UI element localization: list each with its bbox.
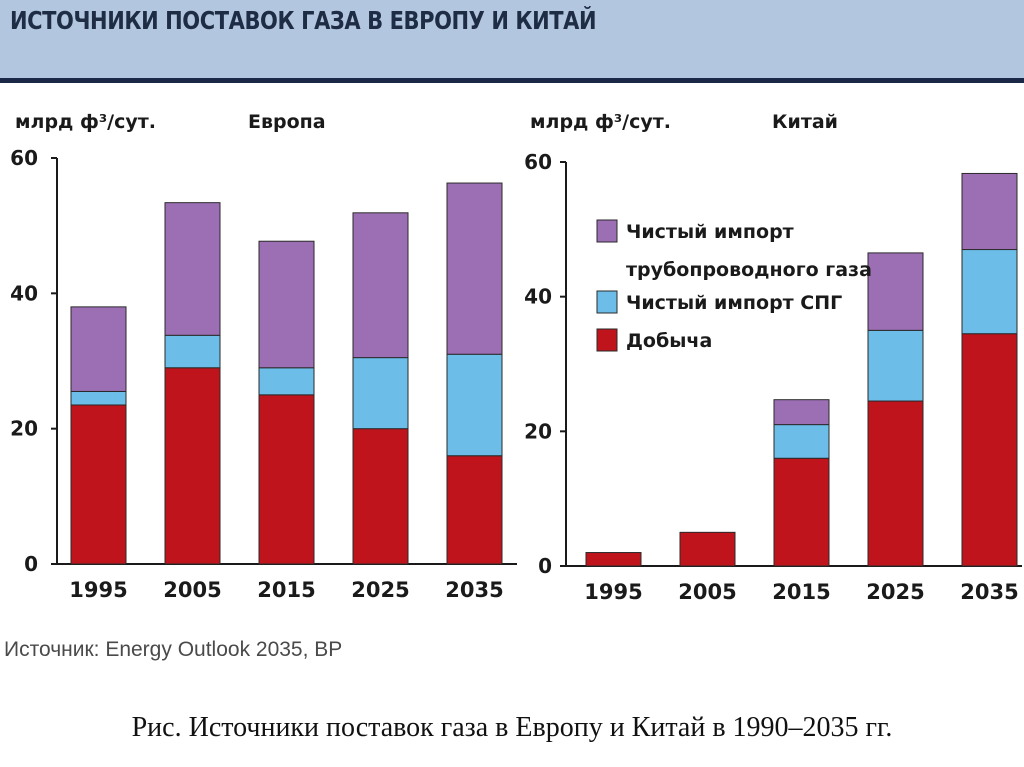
bar-segment-production [867, 400, 924, 567]
bar-segment-lng [70, 390, 127, 406]
bar-segment-lng [164, 334, 221, 369]
bar-segment-pipeline [164, 202, 221, 336]
y-tick-label: 60 [524, 150, 552, 174]
chart-legend: Чистый импорт трубопроводного газа Чистый … [596, 219, 872, 352]
legend-label-pipeline: трубопроводного газа [626, 259, 872, 281]
bar-segment-pipeline [258, 240, 315, 369]
legend-swatch-production [596, 328, 618, 352]
y-tick-label: 40 [10, 281, 38, 305]
legend-label-production: Добыча [626, 330, 712, 352]
x-tick-label: 2035 [960, 580, 1018, 604]
bar-segment-pipeline [352, 212, 409, 359]
bar-segment-production [164, 367, 221, 565]
bar-segment-lng [446, 353, 503, 457]
x-tick-label: 2035 [445, 578, 503, 602]
x-tick-label: 2005 [163, 578, 221, 602]
x-tick-label: 2015 [772, 580, 830, 604]
legend-swatch-pipeline [596, 219, 618, 243]
x-tick-label: 2015 [257, 578, 315, 602]
source-note: Источник: Energy Outlook 2035, BP [4, 638, 343, 661]
bar-segment-production [352, 428, 409, 565]
y-axis-label: млрд ф³/сут. [530, 111, 671, 133]
banner-divider [0, 78, 1024, 83]
bar-segment-pipeline [773, 399, 830, 426]
x-tick-label: 2005 [678, 580, 736, 604]
bar-segment-production [258, 394, 315, 565]
bar-segment-lng [258, 367, 315, 396]
header-banner: ИСТОЧНИКИ ПОСТАВОК ГАЗА В ЕВРОПУ И КИТАЙ [0, 0, 1024, 78]
bar-segment-production [446, 455, 503, 565]
chart-china: млрд ф³/сут. Китай 0 20 40 60 1995 2005 2015 2025… [524, 111, 1022, 604]
y-tick-label: 20 [524, 419, 552, 443]
legend-label-lng: Чистый импорт СПГ [626, 292, 842, 314]
bar-segment-pipeline [961, 172, 1018, 251]
x-tick-label: 1995 [584, 580, 642, 604]
x-tick-label: 1995 [69, 578, 127, 602]
bar-segment-production [585, 552, 642, 567]
bar-segment-lng [773, 424, 830, 459]
chart-europe: млрд ф³/сут. Европа 0 20 40 60 1995 2005 2015 202… [10, 111, 517, 602]
bar-segment-pipeline [867, 252, 924, 331]
y-axis-label: млрд ф³/сут. [15, 111, 156, 133]
bar-segment-production [773, 457, 830, 567]
y-tick-label: 0 [24, 552, 38, 576]
figure-caption: Рис. Источники поставок газа в Европу и … [131, 712, 893, 743]
y-tick-label: 0 [538, 554, 552, 578]
y-tick-label: 60 [10, 146, 38, 170]
legend-swatch-lng [596, 290, 618, 314]
bar-segment-lng [352, 357, 409, 430]
y-tick-label: 20 [10, 417, 38, 441]
bar-segment-production [679, 531, 736, 567]
bar-segment-production [70, 404, 127, 565]
legend-label-pipeline: Чистый импорт [626, 221, 794, 243]
x-tick-label: 2025 [866, 580, 924, 604]
banner-title: ИСТОЧНИКИ ПОСТАВОК ГАЗА В ЕВРОПУ И КИТАЙ [10, 6, 597, 35]
bar-segment-pipeline [446, 182, 503, 355]
x-tick-label: 2025 [351, 578, 409, 602]
bar-segment-pipeline [70, 306, 127, 392]
chart-title: Европа [248, 111, 326, 133]
bar-segment-production [961, 333, 1018, 567]
bar-segment-lng [961, 249, 1018, 335]
bar-segment-lng [867, 329, 924, 402]
chart-title: Китай [772, 111, 838, 133]
y-tick-label: 40 [524, 285, 552, 309]
